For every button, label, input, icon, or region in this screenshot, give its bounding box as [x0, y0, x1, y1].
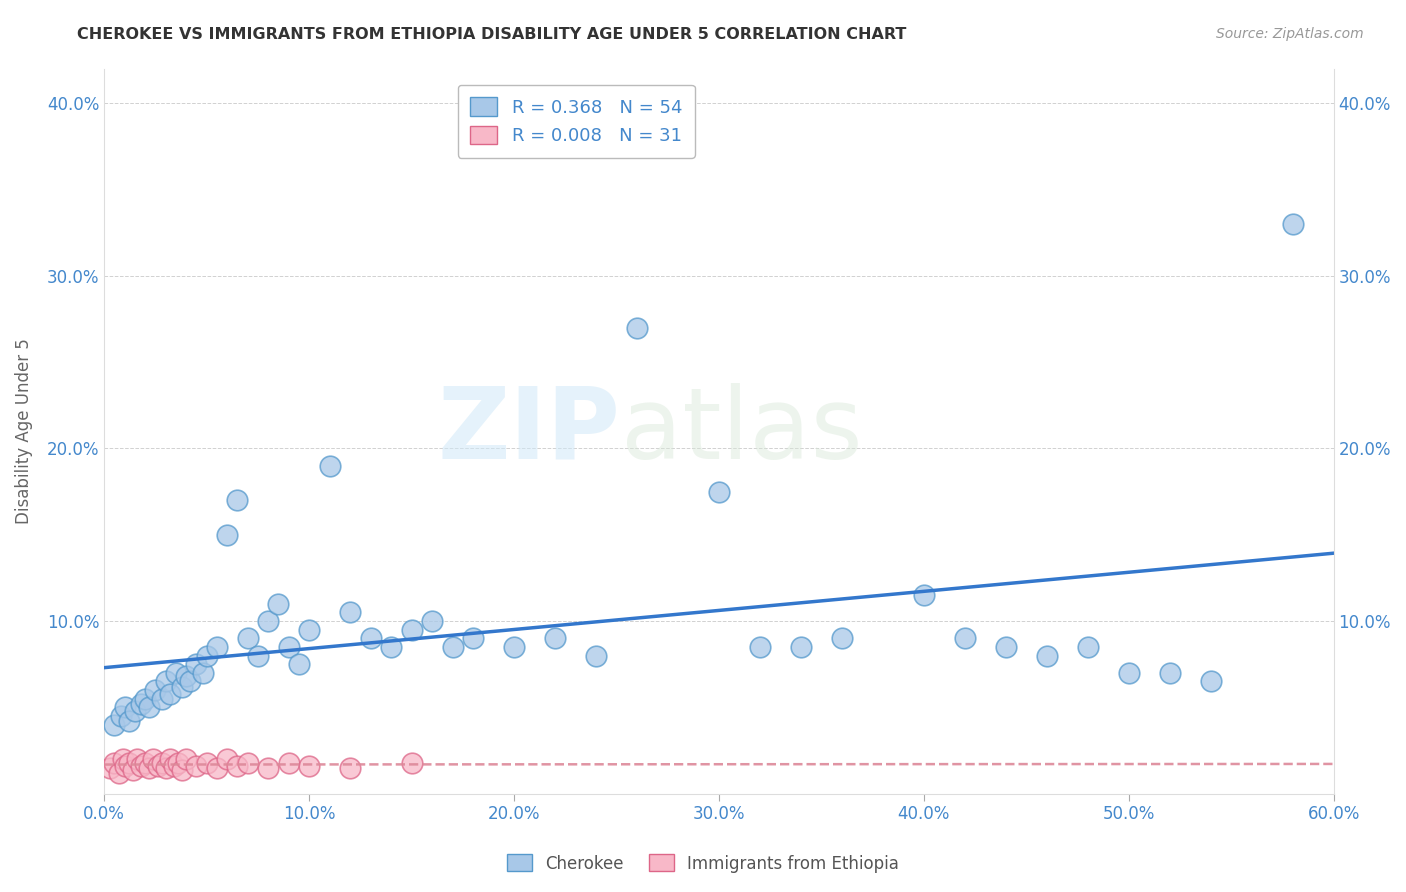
Point	[339, 761, 361, 775]
Point	[994, 640, 1017, 654]
Point	[163, 759, 186, 773]
Point	[172, 680, 194, 694]
Point	[167, 756, 190, 770]
Point	[257, 761, 280, 775]
Point	[707, 484, 730, 499]
Point	[1036, 648, 1059, 663]
Point	[318, 458, 340, 473]
Point	[585, 648, 607, 663]
Point	[246, 648, 269, 663]
Point	[191, 665, 214, 680]
Point	[288, 657, 311, 672]
Point	[134, 691, 156, 706]
Point	[186, 759, 208, 773]
Point	[360, 632, 382, 646]
Point	[150, 756, 173, 770]
Point	[790, 640, 813, 654]
Point	[226, 759, 249, 773]
Point	[124, 704, 146, 718]
Point	[461, 632, 484, 646]
Point	[953, 632, 976, 646]
Point	[129, 759, 152, 773]
Point	[111, 752, 134, 766]
Point	[142, 752, 165, 766]
Point	[114, 700, 136, 714]
Point	[236, 756, 259, 770]
Point	[186, 657, 208, 672]
Point	[118, 756, 141, 770]
Point	[1159, 665, 1181, 680]
Point	[205, 640, 228, 654]
Point	[107, 766, 129, 780]
Point	[277, 640, 299, 654]
Point	[831, 632, 853, 646]
Point	[195, 648, 218, 663]
Point	[159, 752, 181, 766]
Point	[155, 674, 177, 689]
Point	[441, 640, 464, 654]
Point	[298, 623, 321, 637]
Point	[626, 320, 648, 334]
Point	[172, 763, 194, 777]
Point	[380, 640, 402, 654]
Point	[114, 759, 136, 773]
Point	[1077, 640, 1099, 654]
Y-axis label: Disability Age Under 5: Disability Age Under 5	[15, 338, 32, 524]
Point	[277, 756, 299, 770]
Point	[420, 614, 443, 628]
Legend: R = 0.368   N = 54, R = 0.008   N = 31: R = 0.368 N = 54, R = 0.008 N = 31	[457, 85, 695, 158]
Point	[155, 761, 177, 775]
Point	[1118, 665, 1140, 680]
Point	[339, 606, 361, 620]
Point	[217, 752, 239, 766]
Text: ZIP: ZIP	[437, 383, 620, 480]
Point	[138, 700, 160, 714]
Point	[298, 759, 321, 773]
Point	[103, 717, 125, 731]
Point	[174, 752, 197, 766]
Point	[138, 761, 160, 775]
Text: atlas: atlas	[620, 383, 862, 480]
Point	[503, 640, 526, 654]
Point	[174, 669, 197, 683]
Point	[165, 665, 187, 680]
Point	[748, 640, 770, 654]
Point	[912, 588, 935, 602]
Text: CHEROKEE VS IMMIGRANTS FROM ETHIOPIA DISABILITY AGE UNDER 5 CORRELATION CHART: CHEROKEE VS IMMIGRANTS FROM ETHIOPIA DIS…	[77, 27, 907, 42]
Point	[110, 709, 132, 723]
Point	[1281, 217, 1303, 231]
Point	[100, 761, 122, 775]
Point	[267, 597, 290, 611]
Point	[129, 697, 152, 711]
Point	[134, 756, 156, 770]
Point	[401, 756, 423, 770]
Point	[159, 687, 181, 701]
Point	[145, 683, 167, 698]
Point	[103, 756, 125, 770]
Point	[401, 623, 423, 637]
Point	[217, 527, 239, 541]
Point	[236, 632, 259, 646]
Point	[195, 756, 218, 770]
Point	[179, 674, 201, 689]
Text: Source: ZipAtlas.com: Source: ZipAtlas.com	[1216, 27, 1364, 41]
Point	[226, 493, 249, 508]
Point	[257, 614, 280, 628]
Point	[1199, 674, 1222, 689]
Point	[544, 632, 567, 646]
Point	[146, 759, 169, 773]
Point	[122, 763, 145, 777]
Point	[205, 761, 228, 775]
Point	[118, 714, 141, 728]
Point	[150, 691, 173, 706]
Legend: Cherokee, Immigrants from Ethiopia: Cherokee, Immigrants from Ethiopia	[501, 847, 905, 880]
Point	[125, 752, 148, 766]
